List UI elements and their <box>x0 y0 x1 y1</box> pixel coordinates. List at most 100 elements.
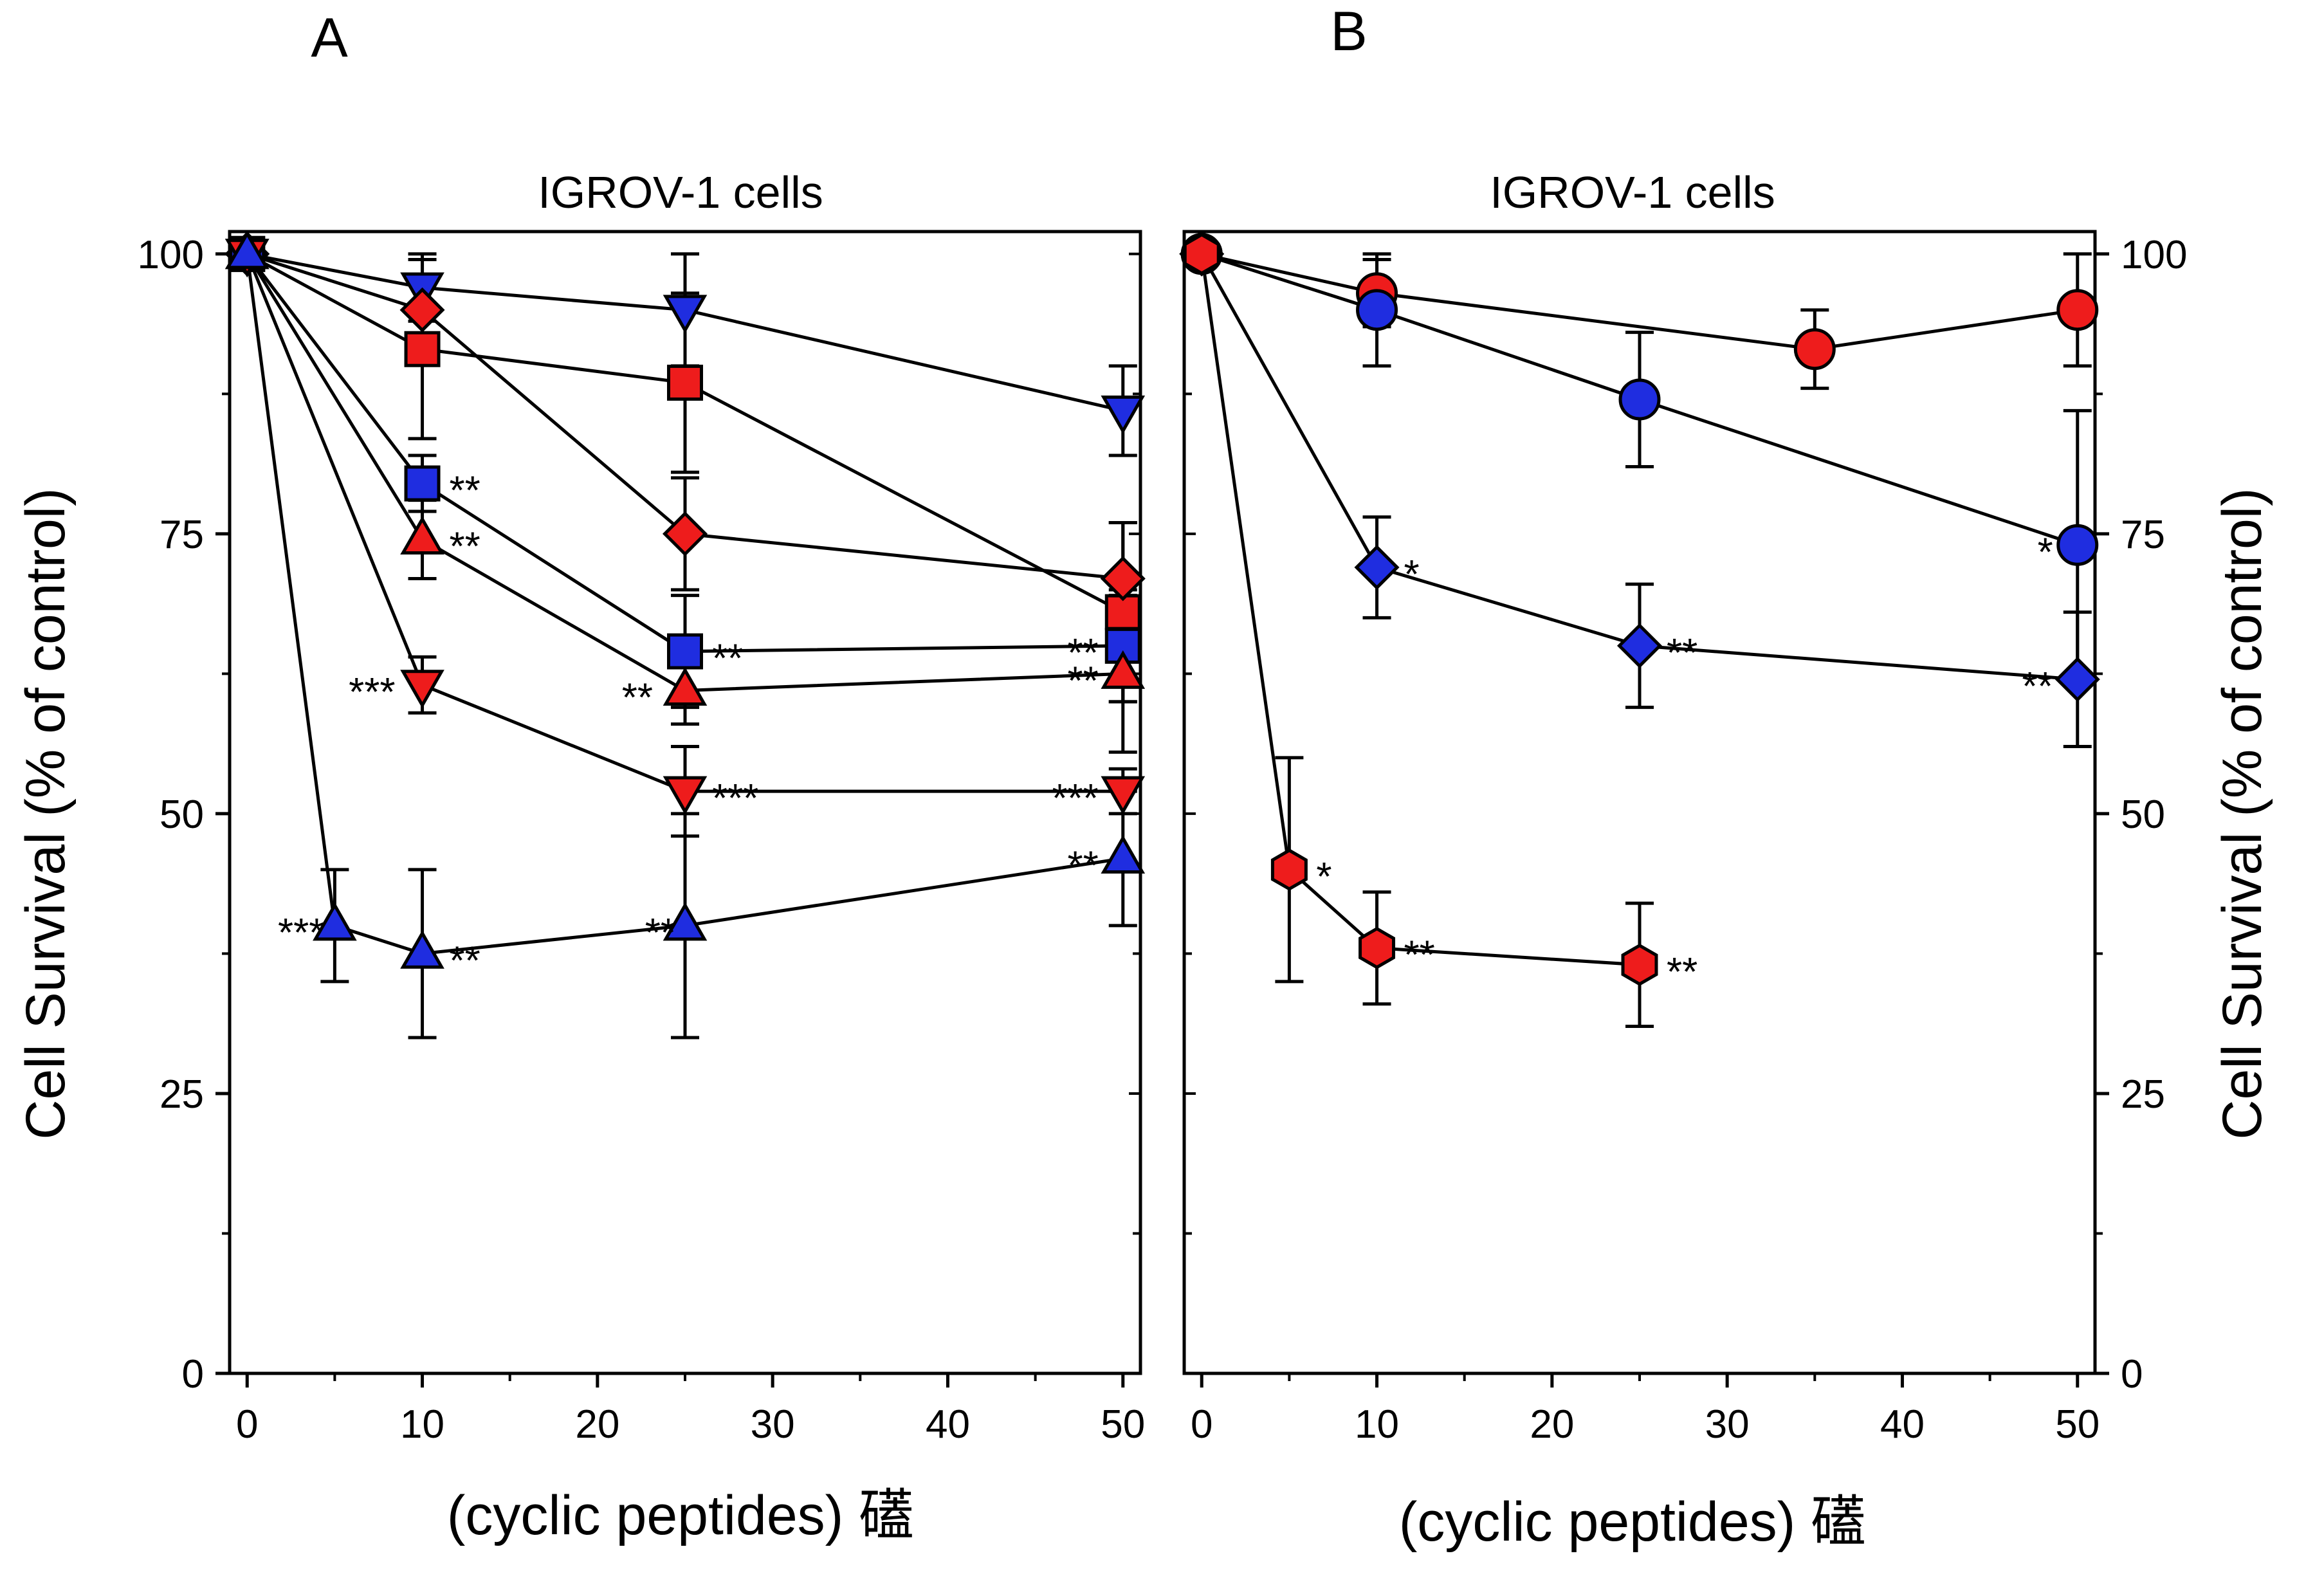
panel-b-y-tick-label: 0 <box>2121 1352 2143 1397</box>
panel-b-x-tick-label: 30 <box>1705 1402 1750 1447</box>
panel-b-y-tick-label: 75 <box>2121 513 2165 557</box>
panel-b-series-line <box>1200 253 2078 681</box>
panel-a-y-tick-label: 75 <box>160 513 204 557</box>
significance-label: ** <box>450 939 480 983</box>
data-point <box>2056 524 2099 566</box>
significance-label: ** <box>450 469 480 513</box>
panel-a: A IGROV-1 cells (cyclic peptides) 礚 Cell… <box>15 7 1146 1546</box>
data-point <box>313 902 357 941</box>
significance-label: ** <box>1068 631 1099 675</box>
data-point <box>1359 926 1396 969</box>
significance-label: ** <box>712 637 743 681</box>
panel-a-x-tick-label: 40 <box>926 1402 970 1447</box>
data-point <box>1100 556 1146 601</box>
data-point <box>1101 650 1146 689</box>
panel-a-series-line <box>246 253 1123 654</box>
significance-label: *** <box>1052 776 1098 821</box>
panel-a-x-tick-label: 20 <box>575 1402 619 1447</box>
data-point <box>667 633 703 670</box>
panel-b-lines <box>1200 252 2078 967</box>
panel-b-x-tick-label: 20 <box>1530 1402 1574 1447</box>
data-point <box>404 465 441 502</box>
panel-a-y-tick-label: 0 <box>182 1352 204 1397</box>
panel-b-significance-labels: ********* ** <box>1316 530 2053 994</box>
panel-a-series-line <box>246 253 1123 693</box>
panel-a-x-tick-label: 30 <box>751 1402 795 1447</box>
data-point <box>1354 545 1400 591</box>
panel-b-y-tick-label: 25 <box>2121 1072 2165 1117</box>
panel-a-y-tick-label: 100 <box>138 233 204 277</box>
significance-label: *** <box>278 911 324 955</box>
significance-label: ** <box>1068 844 1099 888</box>
panel-a-x-tick-label: 10 <box>400 1402 444 1447</box>
panel-a-significance-labels: **** ****** ******** ************ <box>278 469 1099 984</box>
significance-label: * <box>1316 855 1331 899</box>
panel-b: B IGROV-1 cells (cyclic peptides) 礚 Cell… <box>1179 1 2273 1553</box>
panel-a-series-line <box>245 253 1123 793</box>
data-point <box>404 331 441 367</box>
significance-label: *** <box>712 776 758 821</box>
panel-b-x-tick-label: 40 <box>1880 1402 1925 1447</box>
significance-label: ** <box>1068 659 1099 703</box>
data-point <box>400 930 444 969</box>
panel-b-x-tick-label: 0 <box>1191 1402 1212 1447</box>
panel-a-y-tick-label: 25 <box>160 1072 204 1117</box>
panel-a-x-tick-label: 50 <box>1101 1402 1145 1447</box>
data-point <box>663 902 708 941</box>
panel-b-x-tick-label: 10 <box>1355 1402 1399 1447</box>
panel-b-y-axis-label: Cell Survival (% of control) <box>2211 488 2273 1139</box>
data-point <box>1101 776 1146 815</box>
significance-label: * <box>2038 530 2053 574</box>
significance-label: * <box>1404 553 1420 597</box>
data-point <box>1621 943 1658 986</box>
panel-a-letter: A <box>311 7 348 69</box>
panel-b-letter: B <box>1330 1 1367 62</box>
data-point <box>400 516 444 555</box>
panel-b-x-axis-label: (cyclic peptides) 礚 <box>1399 1491 1866 1553</box>
data-point <box>1101 395 1146 434</box>
data-point <box>663 776 708 815</box>
significance-label: ** <box>1667 631 1697 675</box>
panel-a-markers <box>224 230 1146 969</box>
panel-b-y-tick-label: 50 <box>2121 793 2165 837</box>
panel-a-series-line <box>246 252 1124 614</box>
panel-b-series-line <box>1201 252 2078 351</box>
data-point <box>663 295 708 334</box>
data-point <box>1616 623 1663 668</box>
significance-label: ** <box>1404 933 1435 978</box>
data-point <box>224 230 270 270</box>
panel-a-title: IGROV-1 cells <box>538 167 823 217</box>
data-point <box>399 287 445 333</box>
panel-b-series-line <box>1200 253 1640 967</box>
data-point <box>662 511 708 556</box>
data-point <box>2056 289 2099 331</box>
data-point <box>663 666 708 706</box>
data-point <box>2054 657 2100 702</box>
significance-label: ** <box>450 525 480 569</box>
panel-a-y-axis-label: Cell Survival (% of control) <box>15 488 77 1139</box>
data-point <box>1183 232 1220 275</box>
data-point <box>667 364 703 401</box>
significance-label: ** <box>2022 664 2053 709</box>
panel-a-series-line <box>246 252 1124 580</box>
significance-label: *** <box>349 670 395 715</box>
data-point <box>1270 848 1308 891</box>
panel-a-y-tick-label: 50 <box>160 793 204 837</box>
significance-label: ** <box>645 911 676 955</box>
data-point <box>1356 289 1398 331</box>
data-point <box>1618 378 1661 421</box>
significance-label: ** <box>622 675 653 720</box>
panel-b-markers <box>1179 231 2100 986</box>
panel-b-y-tick-label: 100 <box>2121 233 2187 277</box>
significance-label: ** <box>1667 950 1697 994</box>
panel-a-x-tick-label: 0 <box>236 1402 258 1447</box>
data-point <box>1793 328 1836 371</box>
panel-b-title: IGROV-1 cells <box>1490 167 1775 217</box>
panel-b-series-line <box>1201 252 2078 547</box>
panel-a-series-line <box>246 252 1124 412</box>
data-point <box>400 670 444 709</box>
panel-a-x-axis-label: (cyclic peptides) 礚 <box>447 1485 914 1546</box>
